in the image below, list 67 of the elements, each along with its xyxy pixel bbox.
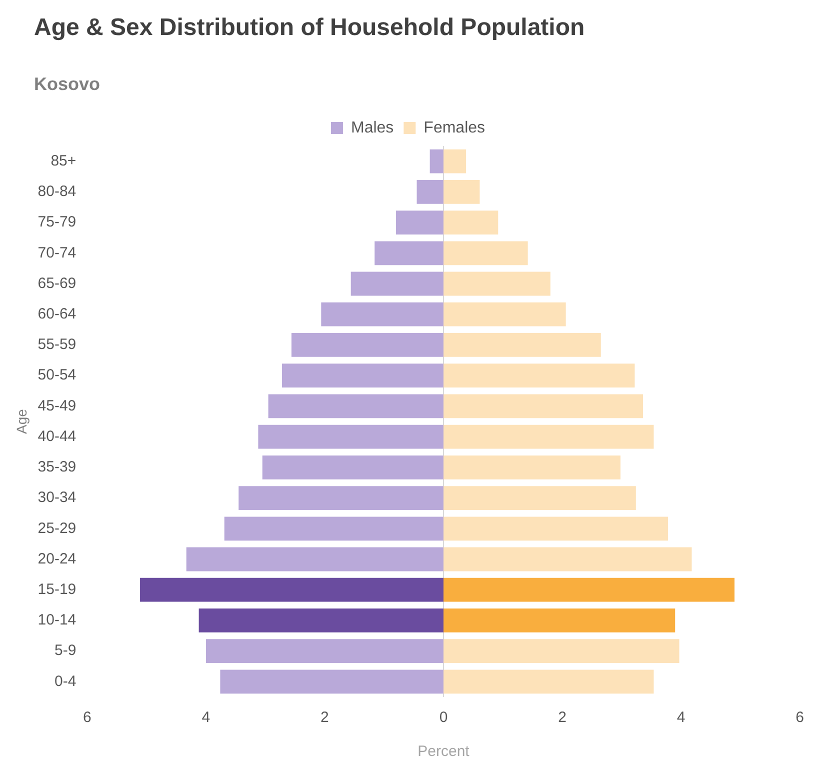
x-tick-label: 0	[439, 709, 448, 726]
bar	[258, 424, 444, 449]
chart-subtitle: Kosovo	[34, 74, 100, 95]
bar	[198, 608, 444, 632]
bar	[262, 455, 444, 480]
bar	[443, 639, 680, 664]
bar	[443, 394, 644, 418]
x-axis-title: Percent	[418, 743, 470, 760]
bar	[443, 149, 466, 174]
bar	[416, 180, 444, 204]
x-tick-label: 4	[676, 709, 686, 726]
y-tick-label: 35-39	[38, 458, 76, 476]
x-tick-label: 2	[320, 709, 329, 726]
bar	[282, 364, 444, 388]
y-axis-title: Age	[13, 408, 30, 434]
x-tick-label: 2	[558, 709, 566, 726]
bar	[443, 180, 480, 204]
bar	[443, 608, 676, 632]
bar	[220, 670, 444, 694]
y-tick-label: 55-59	[38, 336, 76, 354]
bar	[443, 333, 601, 357]
bar	[268, 394, 444, 418]
y-tick-label: 50-54	[38, 366, 76, 384]
bar	[443, 486, 636, 510]
bar	[374, 241, 444, 266]
bar	[443, 210, 498, 234]
bar	[443, 364, 635, 388]
y-tick-label: 45-49	[38, 397, 76, 414]
x-tick-label: 6	[82, 709, 92, 726]
bar	[443, 670, 654, 694]
bar	[224, 516, 444, 541]
bar	[443, 302, 566, 326]
y-tick-label: 10-14	[38, 612, 76, 629]
y-tick-label: 40-44	[38, 428, 76, 445]
bar	[443, 424, 654, 449]
y-tick-label: 15-19	[38, 581, 76, 598]
bar	[206, 639, 444, 664]
y-tick-label: 30-34	[38, 489, 76, 506]
y-tick-label: 85+	[50, 152, 76, 170]
y-tick-label: 80-84	[38, 183, 76, 200]
bar	[321, 302, 444, 326]
y-tick-label: 65-69	[38, 274, 76, 292]
bar	[140, 578, 444, 602]
bar	[443, 578, 734, 602]
y-tick-label: 25-29	[38, 520, 76, 537]
bar	[443, 241, 528, 266]
legend-label: Males	[350, 119, 394, 136]
bar	[443, 516, 668, 541]
y-tick-label: 70-74	[38, 244, 76, 262]
y-tick-label: 60-64	[38, 306, 76, 322]
bar	[238, 486, 444, 510]
x-tick-label: 4	[202, 709, 210, 726]
bar	[443, 547, 692, 572]
bar	[443, 272, 550, 296]
bar	[291, 333, 444, 357]
y-tick-label: 5-9	[54, 642, 76, 660]
x-tick-label: 6	[796, 709, 804, 726]
bar	[396, 210, 444, 234]
y-tick-label: 20-24	[38, 550, 76, 568]
chart-title: Age & Sex Distribution of Household Population	[34, 14, 585, 42]
bar	[350, 272, 444, 296]
bar	[186, 547, 444, 572]
bar	[443, 455, 620, 480]
y-tick-label: 75-79	[38, 214, 76, 231]
y-tick-label: 0-4	[54, 672, 76, 690]
bar	[430, 149, 444, 174]
legend-label: Females	[424, 119, 486, 136]
